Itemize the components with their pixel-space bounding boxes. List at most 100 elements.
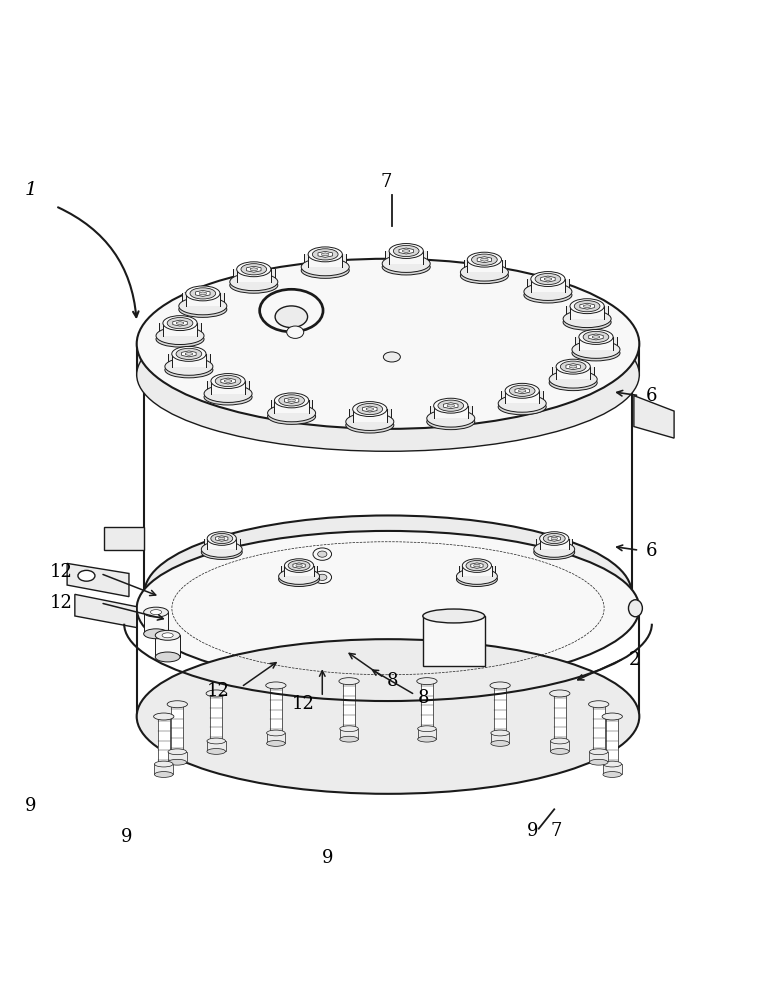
Ellipse shape (517, 602, 530, 607)
Ellipse shape (340, 726, 359, 732)
Polygon shape (321, 253, 329, 256)
Ellipse shape (190, 288, 216, 299)
Ellipse shape (313, 548, 331, 560)
Ellipse shape (603, 761, 622, 767)
Polygon shape (159, 323, 201, 339)
Ellipse shape (455, 602, 468, 607)
Ellipse shape (78, 570, 95, 581)
Ellipse shape (382, 594, 394, 599)
Polygon shape (462, 566, 491, 576)
Ellipse shape (438, 400, 463, 411)
Text: 12: 12 (206, 682, 229, 700)
Polygon shape (603, 764, 622, 774)
Ellipse shape (165, 358, 213, 375)
Ellipse shape (583, 331, 609, 343)
Polygon shape (296, 564, 302, 567)
Polygon shape (553, 367, 594, 383)
Ellipse shape (563, 314, 611, 330)
Ellipse shape (137, 531, 639, 686)
Polygon shape (447, 404, 455, 407)
Polygon shape (551, 537, 557, 540)
Ellipse shape (267, 741, 285, 746)
Ellipse shape (486, 594, 499, 599)
Ellipse shape (162, 633, 173, 638)
Polygon shape (579, 337, 613, 350)
Polygon shape (634, 396, 674, 438)
Polygon shape (544, 278, 552, 281)
Ellipse shape (509, 385, 535, 396)
Ellipse shape (486, 602, 499, 607)
Polygon shape (215, 597, 228, 604)
Ellipse shape (313, 249, 338, 260)
Polygon shape (531, 279, 565, 292)
Polygon shape (182, 351, 196, 357)
Polygon shape (474, 564, 480, 567)
Polygon shape (340, 729, 359, 739)
Ellipse shape (275, 306, 307, 328)
Ellipse shape (549, 690, 570, 697)
Polygon shape (592, 335, 600, 338)
Polygon shape (247, 266, 261, 272)
Ellipse shape (144, 607, 168, 617)
Polygon shape (550, 741, 569, 751)
Polygon shape (270, 685, 282, 741)
Ellipse shape (505, 383, 539, 398)
Ellipse shape (241, 264, 267, 275)
Polygon shape (158, 717, 170, 772)
Polygon shape (389, 251, 424, 264)
Text: 8: 8 (417, 689, 429, 707)
Ellipse shape (534, 545, 575, 559)
Ellipse shape (277, 602, 290, 607)
Polygon shape (362, 406, 377, 412)
Ellipse shape (279, 395, 304, 406)
Ellipse shape (215, 594, 228, 599)
Ellipse shape (215, 602, 228, 607)
Polygon shape (221, 378, 235, 384)
Polygon shape (210, 693, 222, 749)
Ellipse shape (572, 341, 620, 358)
Polygon shape (155, 635, 180, 657)
Ellipse shape (590, 759, 608, 765)
Ellipse shape (285, 559, 314, 572)
Ellipse shape (460, 264, 508, 281)
Ellipse shape (549, 371, 598, 388)
Polygon shape (548, 536, 560, 541)
Polygon shape (271, 400, 313, 416)
Polygon shape (104, 527, 144, 550)
Polygon shape (566, 364, 580, 370)
Ellipse shape (144, 515, 632, 670)
Ellipse shape (417, 726, 436, 732)
Polygon shape (171, 354, 206, 367)
Ellipse shape (427, 414, 475, 430)
Polygon shape (589, 334, 603, 340)
Ellipse shape (168, 759, 186, 765)
Polygon shape (216, 536, 228, 541)
Polygon shape (518, 389, 526, 392)
Ellipse shape (491, 730, 509, 736)
Ellipse shape (543, 533, 565, 544)
Ellipse shape (346, 413, 393, 430)
Ellipse shape (602, 713, 622, 720)
Ellipse shape (215, 375, 241, 387)
Polygon shape (67, 563, 129, 597)
Text: 6: 6 (646, 387, 657, 405)
Polygon shape (566, 306, 608, 322)
Polygon shape (505, 391, 539, 403)
Polygon shape (275, 400, 309, 413)
Ellipse shape (308, 247, 342, 262)
Polygon shape (421, 681, 433, 736)
Ellipse shape (574, 301, 600, 312)
Ellipse shape (382, 602, 394, 607)
Ellipse shape (531, 272, 565, 286)
Text: 9: 9 (121, 828, 133, 846)
Polygon shape (168, 752, 186, 762)
Ellipse shape (206, 690, 227, 697)
Polygon shape (267, 733, 285, 743)
Polygon shape (158, 604, 251, 616)
Ellipse shape (549, 375, 598, 391)
Polygon shape (481, 258, 488, 261)
Polygon shape (349, 409, 390, 425)
Ellipse shape (389, 244, 424, 258)
Polygon shape (185, 293, 220, 306)
Ellipse shape (548, 602, 561, 607)
